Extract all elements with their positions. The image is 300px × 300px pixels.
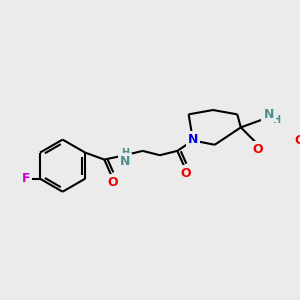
Text: F: F xyxy=(22,172,30,185)
Text: H: H xyxy=(272,116,281,125)
Text: O: O xyxy=(252,142,262,156)
Text: O: O xyxy=(181,167,191,180)
Text: O: O xyxy=(295,134,300,147)
Text: N: N xyxy=(188,133,198,146)
Text: O: O xyxy=(108,176,118,189)
Text: H: H xyxy=(121,148,129,158)
Text: N: N xyxy=(264,108,275,121)
Text: N: N xyxy=(120,155,130,168)
